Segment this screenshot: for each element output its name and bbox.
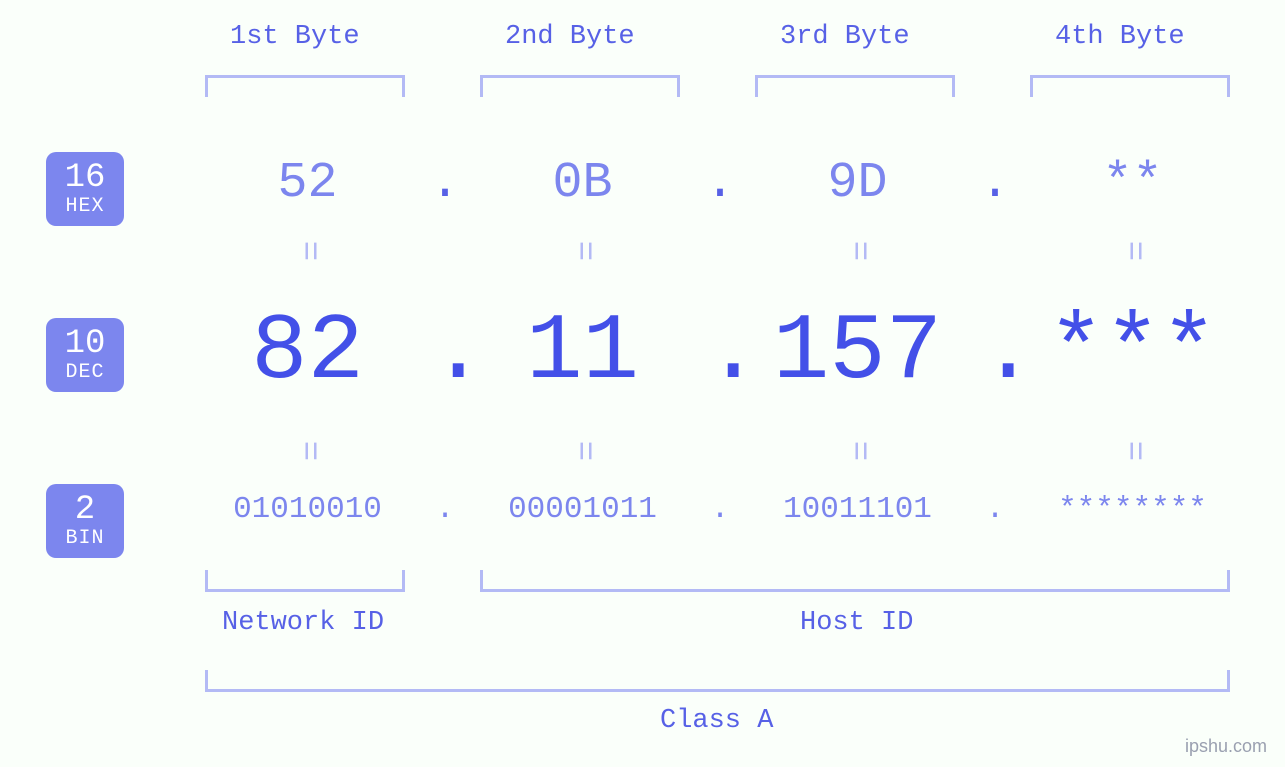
- network-id-label: Network ID: [222, 608, 384, 638]
- eq2-1: =: [289, 329, 327, 574]
- ip-diagram: 1st Byte 2nd Byte 3rd Byte 4th Byte 16 H…: [0, 0, 1285, 767]
- hex-badge-num: 16: [46, 161, 124, 197]
- byte4-bracket: [1030, 75, 1230, 97]
- byte1-label: 1st Byte: [230, 22, 360, 52]
- byte1-bracket: [205, 75, 405, 97]
- dec-dot3: .: [980, 300, 1010, 406]
- bin-dot3: .: [980, 492, 1010, 527]
- dec-dot1: .: [430, 300, 460, 406]
- dec-badge-num: 10: [46, 327, 124, 363]
- class-label: Class A: [660, 706, 773, 736]
- class-bracket: [205, 670, 1230, 692]
- bin-byte4: ********: [1010, 492, 1255, 527]
- host-id-bracket: [480, 570, 1230, 592]
- host-id-label: Host ID: [800, 608, 913, 638]
- equals-row-1: = = = =: [185, 232, 1255, 270]
- eq2-4: =: [1114, 329, 1152, 574]
- bin-dot2: .: [705, 492, 735, 527]
- dec-row: 82 . 11 . 157 . ***: [185, 300, 1255, 406]
- bin-byte1: 01010010: [185, 492, 430, 527]
- bin-dot1: .: [430, 492, 460, 527]
- watermark: ipshu.com: [1185, 736, 1267, 757]
- network-id-bracket: [205, 570, 405, 592]
- byte3-label: 3rd Byte: [780, 22, 910, 52]
- byte3-bracket: [755, 75, 955, 97]
- hex-dot3: .: [980, 155, 1010, 212]
- eq2-3: =: [839, 329, 877, 574]
- hex-row: 52 . 0B . 9D . **: [185, 155, 1255, 212]
- bin-badge-num: 2: [46, 493, 124, 529]
- byte4-label: 4th Byte: [1055, 22, 1185, 52]
- bin-badge: 2 BIN: [46, 484, 124, 558]
- dec-badge-label: DEC: [46, 362, 124, 383]
- byte2-bracket: [480, 75, 680, 97]
- dec-badge: 10 DEC: [46, 318, 124, 392]
- hex-badge: 16 HEX: [46, 152, 124, 226]
- byte2-label: 2nd Byte: [505, 22, 635, 52]
- bin-byte3: 10011101: [735, 492, 980, 527]
- dec-dot2: .: [705, 300, 735, 406]
- equals-row-2: = = = =: [185, 432, 1255, 470]
- hex-dot1: .: [430, 155, 460, 212]
- bin-badge-label: BIN: [46, 528, 124, 549]
- hex-badge-label: HEX: [46, 196, 124, 217]
- bin-row: 01010010 . 00001011 . 10011101 . *******…: [185, 492, 1255, 527]
- eq2-2: =: [564, 329, 602, 574]
- hex-dot2: .: [705, 155, 735, 212]
- bin-byte2: 00001011: [460, 492, 705, 527]
